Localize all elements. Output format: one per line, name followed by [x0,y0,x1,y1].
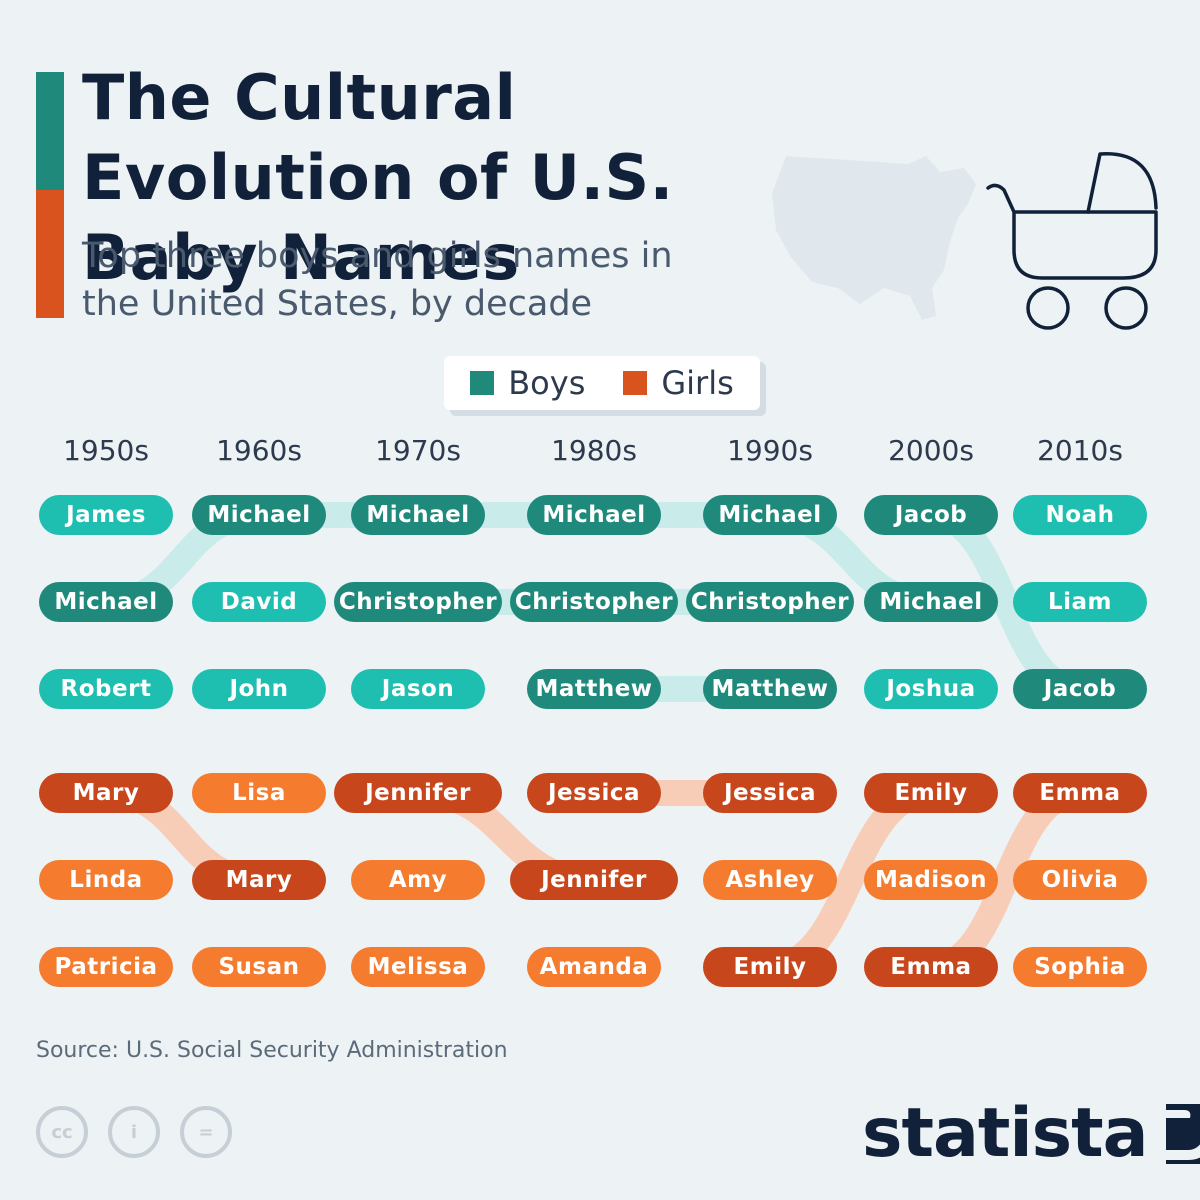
boy-name-pill: Jacob [864,495,998,535]
accent-bar-teal [36,72,64,190]
legend-label-boys: Boys [508,364,586,402]
decade-label: 1980s [551,434,637,467]
boy-name-pill: Matthew [527,669,661,709]
boy-name-pill: Christopher [510,582,678,622]
girl-name-pill: Melissa [351,947,485,987]
boy-name-pill: Michael [703,495,837,535]
boy-name-pill: Joshua [864,669,998,709]
source-note: Source: U.S. Social Security Administrat… [36,1038,508,1063]
page-title: The Cultural Evolution of U.S. Baby Name… [82,61,674,294]
decade-label: 2000s [888,434,974,467]
boy-name-pill: Michael [864,582,998,622]
legend-swatch-girls [623,371,648,395]
page-subtitle: Top three boys and girls names in the Un… [82,236,673,324]
girl-name-pill: Emma [864,947,998,987]
statista-logo-text: statista [862,1094,1149,1173]
legend-item-girls: Girls [623,364,734,402]
girl-name-pill: Ashley [703,860,837,900]
girl-name-pill: Emily [864,773,998,813]
boy-name-pill: Michael [39,582,173,622]
boy-name-pill: Michael [351,495,485,535]
boy-name-pill: Noah [1013,495,1147,535]
girl-name-pill: Jessica [527,773,661,813]
boy-name-pill: Jacob [1013,669,1147,709]
girl-name-pill: Amanda [527,947,661,987]
girl-name-pill: Amy [351,860,485,900]
girl-name-pill: Emma [1013,773,1147,813]
statista-logo: statista [862,1094,1200,1174]
boy-name-pill: Christopher [334,582,502,622]
statista-logo-mark [1165,1104,1200,1164]
girl-name-pill: Jennifer [510,860,678,900]
boy-name-pill: John [192,669,326,709]
boy-name-pill: Matthew [703,669,837,709]
decade-label: 1950s [63,434,149,467]
legend-label-girls: Girls [661,364,734,402]
no-derivatives-icon: = [180,1106,232,1158]
boy-name-pill: James [39,495,173,535]
girl-name-pill: Madison [864,860,998,900]
decade-label: 2010s [1037,434,1123,467]
boy-name-pill: Liam [1013,582,1147,622]
girl-name-pill: Mary [39,773,173,813]
cc-icon: cc [36,1106,88,1158]
chart-legend: Boys Girls [444,356,760,410]
boy-name-pill: Michael [527,495,661,535]
boy-name-pill: David [192,582,326,622]
decade-label: 1960s [216,434,302,467]
girl-name-pill: Jessica [703,773,837,813]
legend-item-boys: Boys [470,364,585,402]
girl-name-pill: Susan [192,947,326,987]
girl-name-pill: Sophia [1013,947,1147,987]
girl-name-pill: Emily [703,947,837,987]
decade-label: 1990s [727,434,813,467]
boy-name-pill: Michael [192,495,326,535]
girl-name-pill: Lisa [192,773,326,813]
girl-name-pill: Jennifer [334,773,502,813]
decade-label: 1970s [375,434,461,467]
boy-name-pill: Robert [39,669,173,709]
baby-stroller-icon [986,152,1158,330]
girl-name-pill: Olivia [1013,860,1147,900]
legend-swatch-boys [470,371,495,395]
girl-name-pill: Linda [39,860,173,900]
girl-name-pill: Mary [192,860,326,900]
accent-bar-orange [36,190,64,318]
us-map-silhouette [772,156,976,320]
attribution-icon: i [108,1106,160,1158]
boy-name-pill: Christopher [686,582,854,622]
boy-name-pill: Jason [351,669,485,709]
girl-name-pill: Patricia [39,947,173,987]
